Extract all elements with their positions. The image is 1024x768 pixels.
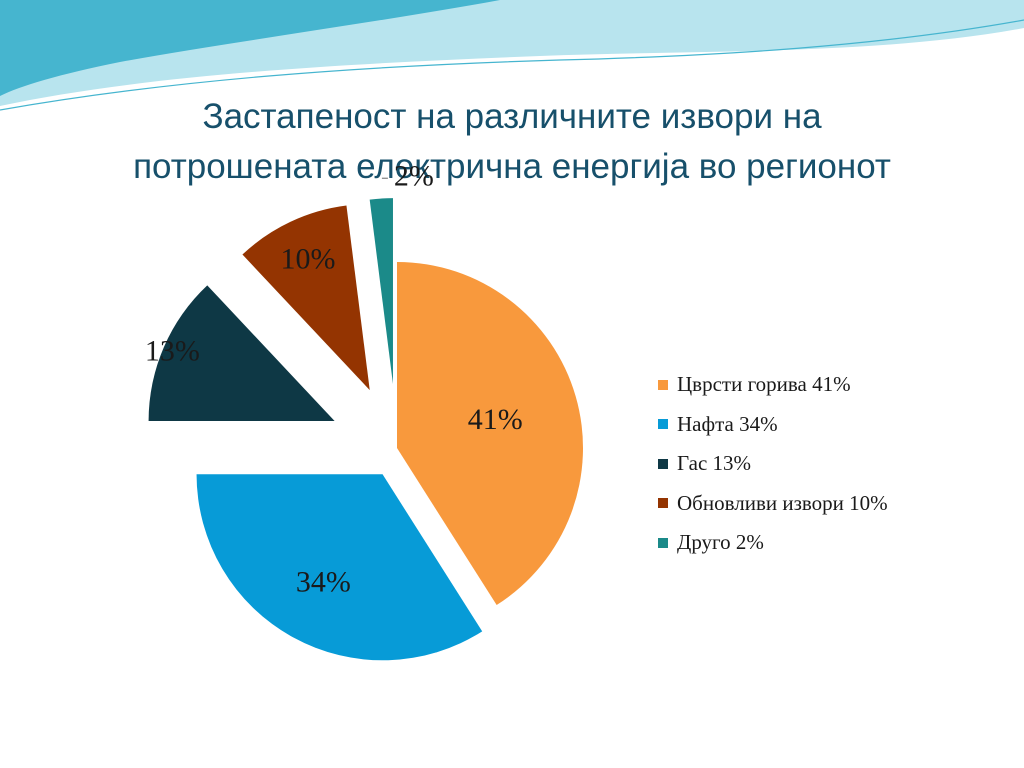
- legend-item-1: Цврсти горива 41%: [658, 365, 888, 405]
- legend-swatch: [658, 458, 668, 469]
- chart-legend: Цврсти горива 41% Нафта 34% Гас 13% Обновли…: [658, 365, 888, 563]
- title-line-2: потрошената електрична енергија во регио…: [133, 147, 891, 186]
- pie-data-label-3: 13%: [145, 334, 200, 367]
- pie-data-label-4: 10%: [280, 242, 335, 275]
- legend-item-3: Гас 13%: [658, 444, 888, 484]
- pie-data-label-5: 2%: [394, 160, 434, 193]
- pie-slice-4: [242, 205, 370, 391]
- pie-slice-2: [196, 474, 483, 661]
- pie-data-label-1: 41%: [468, 403, 523, 436]
- pie-slices: [148, 198, 583, 661]
- legend-swatch: [658, 379, 668, 390]
- slide-title: Застапеност на различните извори на потр…: [0, 92, 1024, 192]
- pie-data-labels: 41% 34% 13% 10% 2%: [145, 160, 523, 599]
- pie-data-label-2: 34%: [296, 565, 351, 598]
- legend-swatch: [658, 419, 668, 430]
- pie-slice-5: [369, 198, 393, 385]
- legend-item-5: Друго 2%: [658, 523, 888, 563]
- legend-swatch: [658, 498, 668, 509]
- title-line-1: Застапеност на различните извори на: [202, 97, 822, 136]
- legend-label: Друго 2%: [677, 530, 764, 555]
- header-wave-dark: [0, 0, 500, 96]
- pie-slice-3: [148, 285, 335, 421]
- legend-item-2: Нафта 34%: [658, 405, 888, 445]
- legend-label: Гас 13%: [677, 451, 752, 476]
- pie-slice-1: [397, 262, 583, 606]
- legend-label: Цврсти горива 41%: [677, 372, 851, 397]
- legend-label: Обновливи извори 10%: [677, 490, 888, 515]
- header-wave-line: [0, 19, 1024, 111]
- legend-label: Нафта 34%: [677, 411, 778, 436]
- header-wave-decoration: [0, 0, 1024, 111]
- legend-swatch: [658, 537, 668, 548]
- legend-item-4: Обновливи извори 10%: [658, 484, 888, 524]
